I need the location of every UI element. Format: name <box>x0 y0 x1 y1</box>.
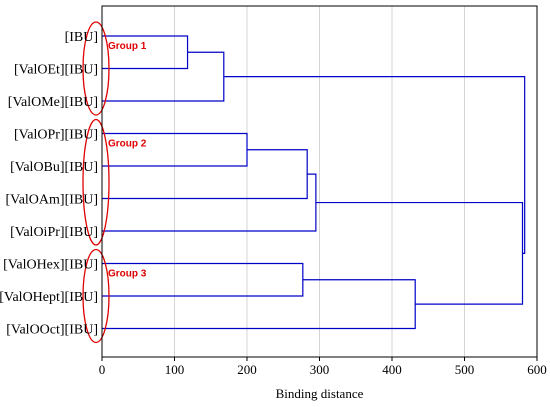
group-label: Group 3 <box>108 269 147 280</box>
leaf-label: [ValOiPr][IBU] <box>10 225 98 240</box>
group-label: Group 2 <box>108 139 147 150</box>
group-ellipse <box>82 248 110 344</box>
x-tick-label: 0 <box>99 362 106 377</box>
leaf-label: [ValOPr][IBU] <box>14 128 98 143</box>
leaf-label: [ValOBu][IBU] <box>10 160 98 175</box>
x-axis-ticks: 0 100 200 300 400 500 600 <box>99 357 547 377</box>
dendrogram-link <box>102 173 317 232</box>
x-tick-label: 200 <box>237 362 257 377</box>
x-tick-label: 100 <box>165 362 185 377</box>
dendrogram-links <box>102 35 526 330</box>
x-tick-label: 300 <box>310 362 330 377</box>
x-tick-label: 600 <box>527 362 547 377</box>
x-tick-label: 400 <box>382 362 402 377</box>
leaf-label: [ValOEt][IBU] <box>14 63 98 78</box>
group-annotations: Group 1 Group 2 Group 3 <box>82 21 147 344</box>
x-axis-title: Binding distance <box>276 386 364 401</box>
dendrogram-link <box>315 201 524 305</box>
x-tick-label: 500 <box>455 362 475 377</box>
grid-lines <box>174 6 465 357</box>
leaf-label: [ValOOct][IBU] <box>6 323 98 338</box>
leaf-label: [ValOHex][IBU] <box>3 258 98 273</box>
leaf-label: [ValOHept][IBU] <box>0 290 98 305</box>
group-ellipse <box>82 118 110 246</box>
leaf-labels: [IBU] [ValOEt][IBU] [ValOMe][IBU] [ValOPr][… <box>0 30 98 338</box>
dendrogram-link <box>223 76 526 254</box>
leaf-label: [ValOAm][IBU] <box>5 193 98 208</box>
dendrogram-link <box>102 51 225 102</box>
leaf-label: [IBU] <box>65 30 98 45</box>
leaf-label: [ValOMe][IBU] <box>8 95 98 110</box>
dendrogram-link <box>102 279 416 330</box>
group-ellipse <box>82 21 110 116</box>
group-label: Group 1 <box>108 41 147 52</box>
dendrogram-link <box>102 149 308 200</box>
